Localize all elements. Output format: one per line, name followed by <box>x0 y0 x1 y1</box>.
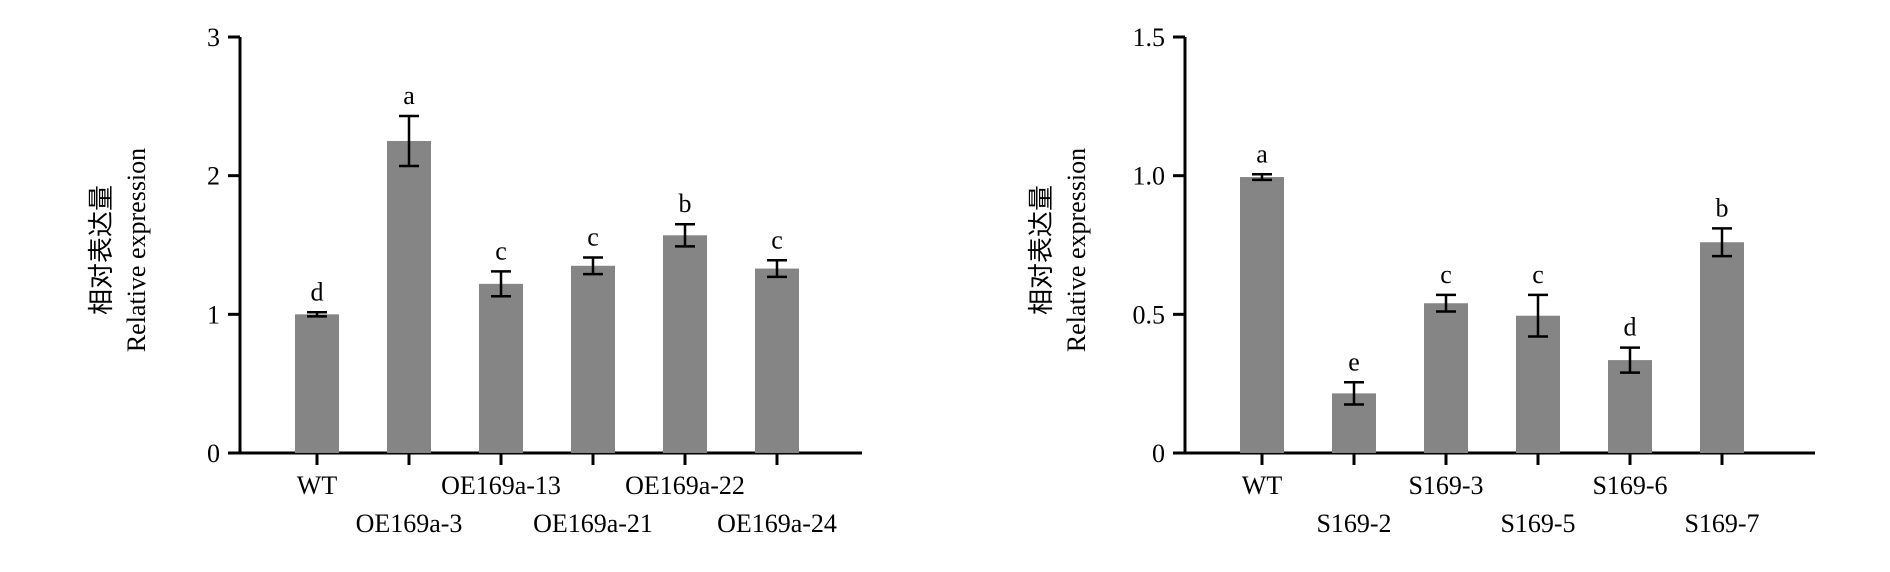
bar <box>1240 177 1284 453</box>
x-tick-label: S169-2 <box>1316 509 1391 538</box>
bar <box>571 265 615 453</box>
bar <box>755 268 799 453</box>
y-axis-title-cn: 相对表达量 <box>1027 185 1056 315</box>
significance-label: c <box>771 225 783 254</box>
x-tick-label: OE169a-13 <box>441 471 561 500</box>
bar <box>663 235 707 453</box>
x-tick-label: S169-7 <box>1684 509 1759 538</box>
x-tick-label: S169-5 <box>1500 509 1575 538</box>
x-tick-label: WT <box>297 471 338 500</box>
y-tick-label: 0.5 <box>1133 300 1166 329</box>
y-tick-label: 0 <box>207 439 220 468</box>
y-tick-label: 1 <box>207 300 220 329</box>
significance-label: e <box>1348 347 1360 376</box>
y-tick-label: 0 <box>1152 439 1165 468</box>
significance-label: b <box>1716 193 1729 222</box>
x-tick-label: WT <box>1242 471 1283 500</box>
chart-left: 0 1 2 3 相对表达量 Relative expression d WT a OE169a-3… <box>87 23 862 538</box>
bar <box>479 283 523 453</box>
significance-label: d <box>311 277 324 306</box>
significance-label: c <box>1532 260 1544 289</box>
x-tick-label: OE169a-22 <box>625 471 745 500</box>
significance-label: a <box>403 81 415 110</box>
significance-label: c <box>495 236 507 265</box>
y-tick-label: 3 <box>207 23 220 52</box>
x-tick-label: S169-3 <box>1408 471 1483 500</box>
x-tick-label: OE169a-24 <box>717 509 837 538</box>
y-tick-label: 1.0 <box>1133 162 1166 191</box>
y-tick-label: 1.5 <box>1133 23 1166 52</box>
x-tick-label: S169-6 <box>1592 471 1667 500</box>
y-axis-title-cn: 相对表达量 <box>87 185 116 315</box>
y-axis-title-en: Relative expression <box>1062 148 1091 352</box>
significance-label: a <box>1256 139 1268 168</box>
bar <box>1516 315 1560 453</box>
significance-label: b <box>679 189 692 218</box>
x-tick-label: OE169a-3 <box>356 509 463 538</box>
bar <box>1700 242 1744 453</box>
bar <box>295 314 339 453</box>
y-axis-title-en: Relative expression <box>122 148 151 352</box>
significance-label: d <box>1624 313 1637 342</box>
x-tick-label: OE169a-21 <box>533 509 653 538</box>
bar <box>387 141 431 453</box>
bar <box>1424 303 1468 453</box>
significance-label: c <box>587 222 599 251</box>
chart-right: 0 0.5 1.0 1.5 相对表达量 Relative expression a WT e S1… <box>1027 23 1815 538</box>
bar <box>1608 360 1652 453</box>
significance-label: c <box>1440 260 1452 289</box>
y-tick-label: 2 <box>207 162 220 191</box>
